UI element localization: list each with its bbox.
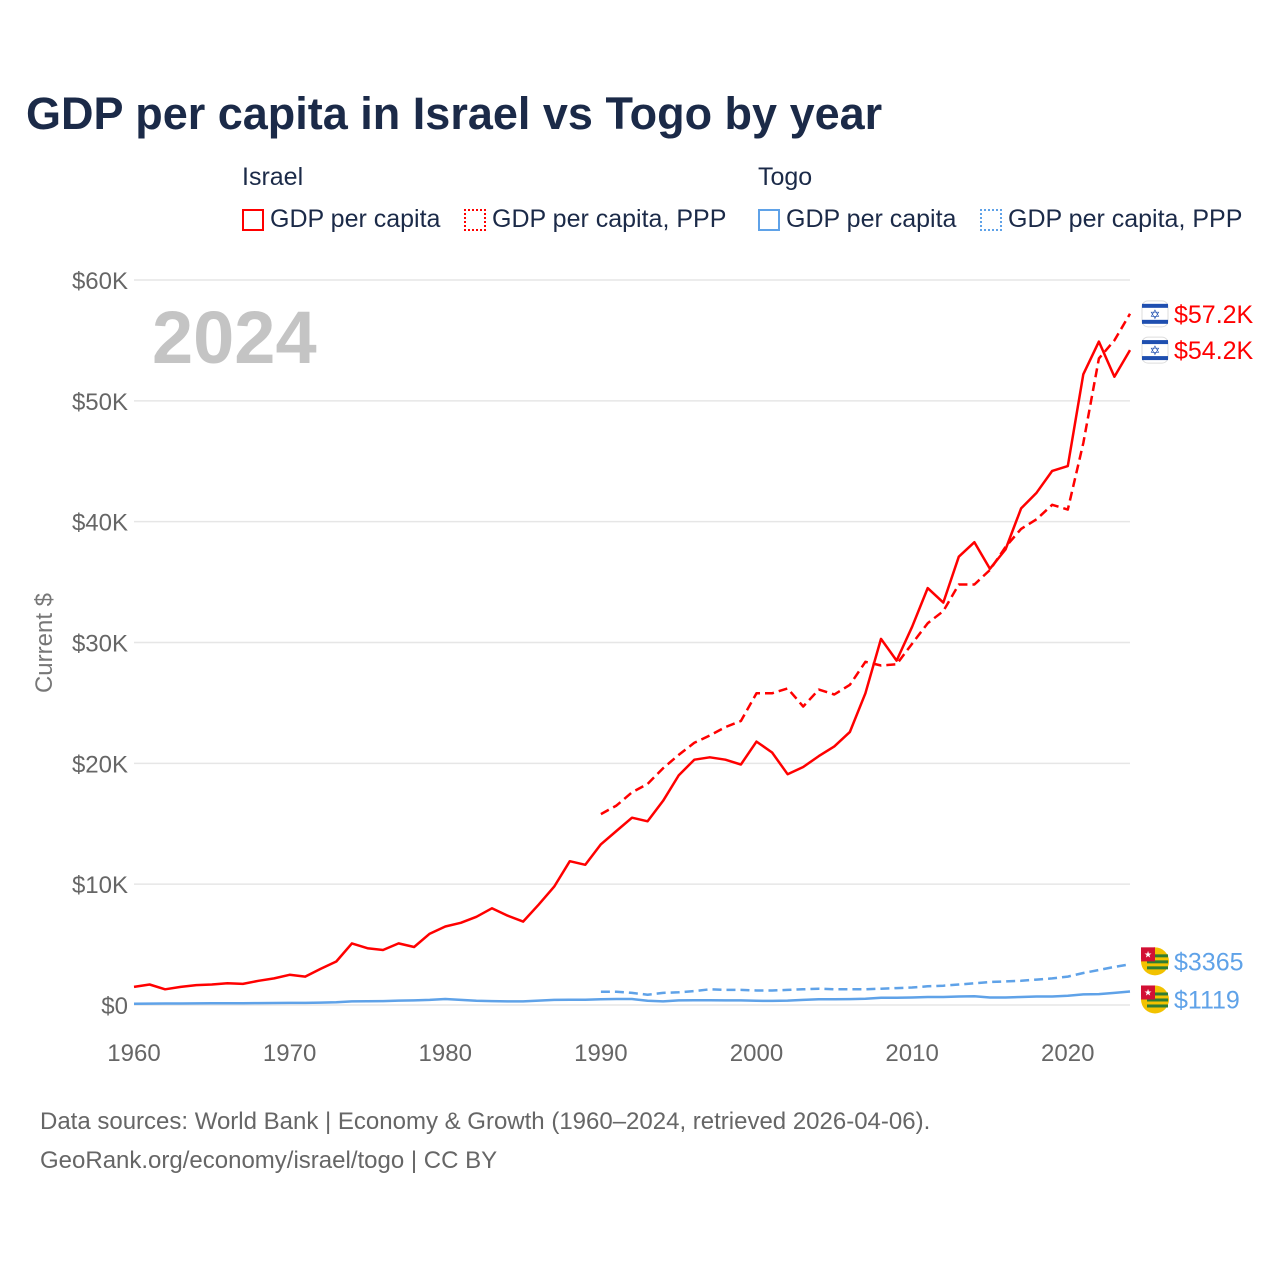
israel-flag-stripe [1142,340,1168,345]
source-line-1: Data sources: World Bank | Economy & Gro… [40,1108,931,1135]
x-tick-label: 2020 [1041,1040,1094,1067]
y-axis-label: Current $ [31,593,58,693]
togo-flag-stripe [1147,998,1168,1002]
togo-flag-stripe [1147,992,1168,996]
end-value-label: $3365 [1174,948,1244,976]
israel-flag-stripe [1142,356,1168,361]
legend-swatch-dotted-icon [464,208,486,231]
x-tick-label: 2010 [885,1040,938,1067]
legend-group-togo: Togo [758,163,813,191]
source-line-2[interactable]: GeoRank.org/economy/israel/togo | CC BY [40,1147,498,1174]
legend-israel-ppp[interactable]: GDP per capita, PPP [464,205,726,234]
israel-flag-stripe [1142,303,1168,308]
togo-flag-stripe [1147,1004,1168,1008]
y-tick-label: $60K [72,268,128,295]
x-tick-label: 1980 [419,1040,472,1067]
end-value-label: $1119 [1174,986,1240,1014]
series-line-togo-gdp-per-capita-ppp [600,963,1131,996]
y-tick-label: $10K [72,872,128,899]
togo-flag-stripe [1147,966,1168,970]
end-value-label: $57.2K [1174,301,1254,329]
legend-togo-gdp[interactable]: GDP per capita [758,205,956,234]
x-tick-label: 1990 [574,1040,627,1067]
series-line-togo-gdp-per-capita [133,990,1131,1005]
legend-label: GDP per capita, PPP [1008,205,1243,233]
y-tick-label: $20K [72,751,128,778]
legend-swatch-solid-icon [758,208,780,231]
legend-swatch-solid-icon [242,208,264,231]
end-value-label: $54.2K [1174,337,1254,365]
star-icon: ★ [1144,987,1152,997]
y-tick-label: $50K [72,389,128,416]
legend-swatch-dotted-icon [980,208,1002,231]
star-icon: ★ [1144,949,1152,959]
y-tick-label: $40K [72,510,128,537]
x-tick-label: 1970 [263,1040,316,1067]
y-tick-label: $30K [72,631,128,658]
togo-flag-canton [1141,985,1155,998]
star-of-david-icon: ✡ [1150,307,1161,322]
togo-flag-stripe [1147,960,1168,964]
togo-flag-stripe [1147,954,1168,958]
legend-group-israel: Israel [242,163,304,191]
legend-label: GDP per capita [270,205,441,233]
israel-flag-stripe [1142,319,1168,324]
series-line-israel-gdp-per-capita-ppp [600,313,1132,816]
y-tick-label: $0 [101,993,128,1020]
star-of-david-icon: ✡ [1150,343,1161,358]
legend-label: GDP per capita, PPP [492,205,727,233]
legend-togo-ppp[interactable]: GDP per capita, PPP [980,205,1242,234]
x-tick-label: 1960 [107,1040,160,1067]
legend-label: GDP per capita [786,205,957,233]
current-year-label: 2024 [152,296,317,379]
x-tick-label: 2000 [730,1040,783,1067]
chart-title: GDP per capita in Israel vs Togo by year [26,88,883,139]
series-line-israel-gdp-per-capita [133,340,1132,991]
togo-flag-canton [1141,947,1155,960]
legend-israel-gdp[interactable]: GDP per capita [242,205,440,234]
